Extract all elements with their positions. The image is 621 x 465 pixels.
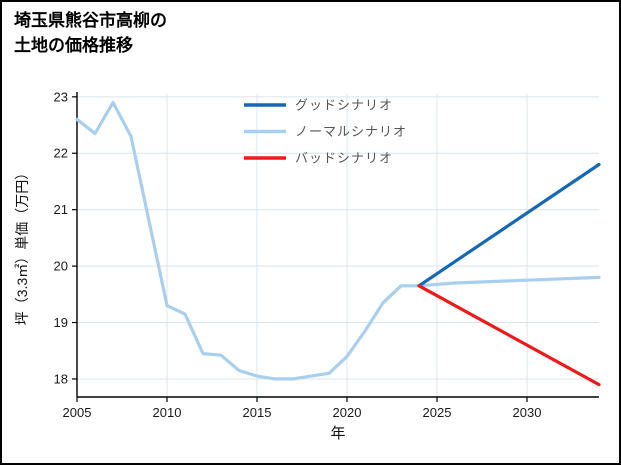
x-tick-label: 2020 <box>333 405 362 420</box>
chart-title-line-1: 埼玉県熊谷市高柳の <box>14 11 167 30</box>
x-tick-label: 2030 <box>513 405 542 420</box>
chart-title-line-2: 土地の価格推移 <box>14 35 133 55</box>
series-line-0 <box>417 162 601 288</box>
y-tick-label: 18 <box>54 371 68 386</box>
legend-label-0: グッドシナリオ <box>295 98 393 113</box>
y-tick-label: 22 <box>54 146 68 161</box>
legend-label-2: バッドシナリオ <box>295 151 393 166</box>
x-axis-label: 年 <box>330 425 345 442</box>
x-tick-label: 2025 <box>423 405 452 420</box>
x-tick-label: 2015 <box>243 405 272 420</box>
series-line-1 <box>75 100 601 381</box>
x-tick-label: 2005 <box>63 405 92 420</box>
y-tick-label: 20 <box>54 259 68 274</box>
x-tick-label: 2010 <box>153 405 182 420</box>
y-axis-label: 坪（3.3㎡）単価（万円） <box>14 166 30 325</box>
y-tick-label: 21 <box>54 202 68 217</box>
y-tick-label: 23 <box>54 89 68 104</box>
chart-title: 埼玉県熊谷市高柳の 土地の価格推移 <box>14 9 167 58</box>
y-tick-label: 19 <box>54 315 68 330</box>
series-line-2 <box>417 284 601 387</box>
legend-label-1: ノーマルシナリオ <box>295 124 407 139</box>
